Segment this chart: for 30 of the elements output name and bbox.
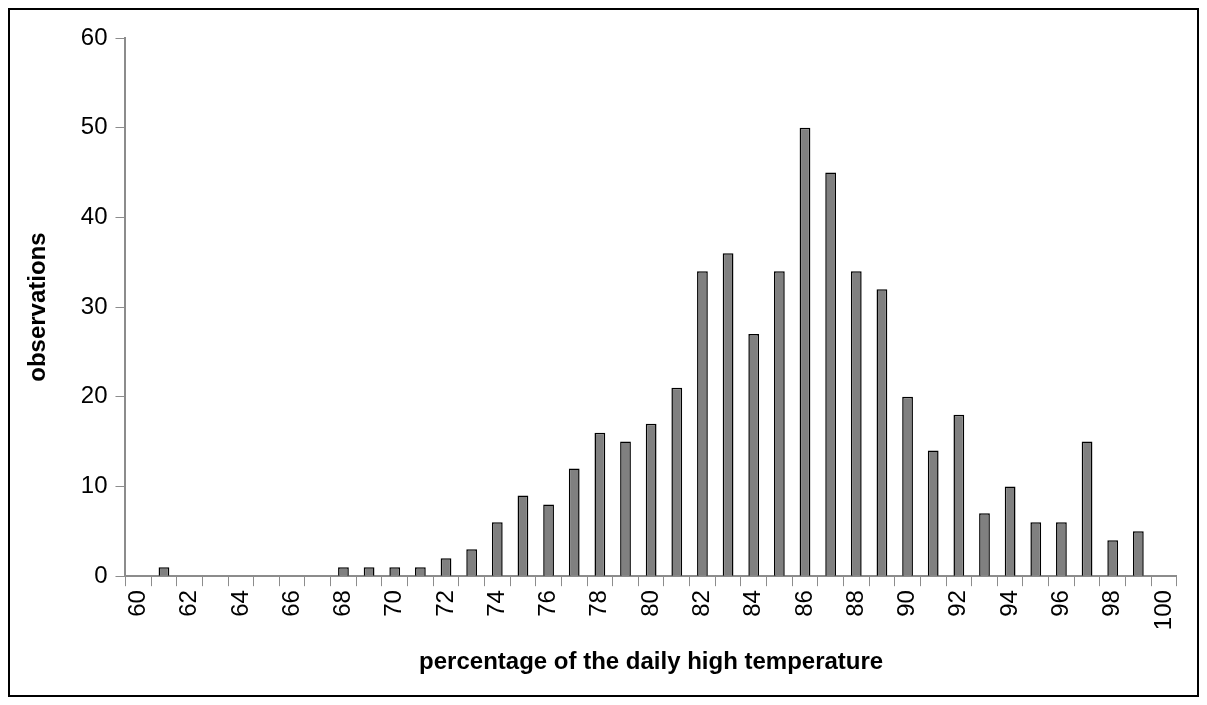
x-tick-label: 68: [328, 590, 356, 617]
x-tick-label: 96: [1046, 590, 1074, 617]
x-axis-title: percentage of the daily high temperature: [419, 647, 884, 675]
y-tick-label: 10: [80, 471, 108, 499]
x-tick-label: 62: [174, 590, 202, 617]
x-tick-label: 92: [943, 590, 971, 617]
x-tick-label: 94: [994, 590, 1022, 617]
x-tick-label: 90: [892, 590, 920, 617]
x-tick-label: 100: [1148, 590, 1176, 631]
x-tick-label: 82: [687, 590, 715, 617]
y-tick-label: 50: [80, 112, 108, 140]
x-tick-label: 76: [533, 590, 561, 617]
x-tick-label: 88: [840, 590, 868, 617]
x-tick-label: 72: [430, 590, 458, 617]
x-tick-label: 84: [738, 590, 766, 617]
y-axis-title: observations: [23, 232, 51, 382]
x-tick-label: 78: [584, 590, 612, 617]
x-tick-label: 86: [789, 590, 817, 617]
x-tick-label: 98: [1097, 590, 1125, 617]
y-tick-label: 40: [80, 202, 108, 230]
x-tick-label: 80: [635, 590, 663, 617]
y-tick-label: 30: [80, 291, 108, 319]
x-tick-label: 66: [276, 590, 304, 617]
x-tick-label: 70: [379, 590, 407, 617]
y-tick-label: 20: [80, 381, 108, 409]
y-tick-label: 60: [80, 22, 108, 50]
y-tick-label: 0: [94, 560, 108, 588]
x-tick-label: 60: [122, 590, 150, 617]
x-tick-label: 64: [225, 590, 253, 617]
x-tick-label: 74: [481, 590, 509, 617]
